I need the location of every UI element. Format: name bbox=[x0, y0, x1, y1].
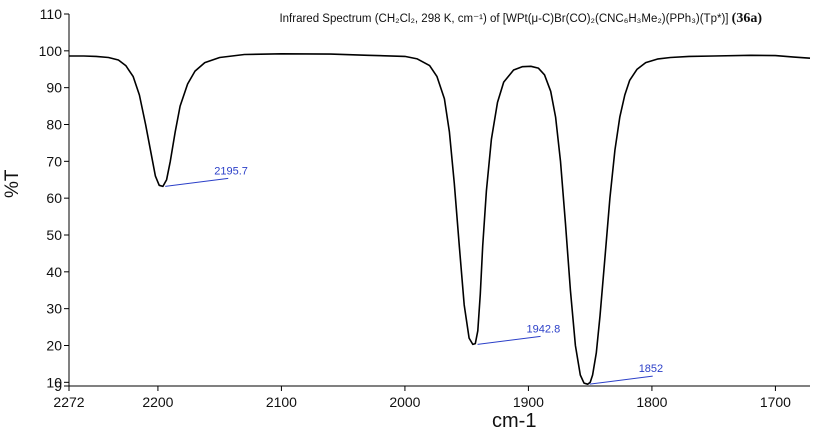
y-tick-label: 40 bbox=[46, 264, 62, 280]
y-tick-label: 9 bbox=[54, 378, 62, 394]
x-tick-label: 1800 bbox=[636, 394, 667, 410]
y-tick-label: 20 bbox=[46, 337, 62, 353]
x-axis-label: cm-1 bbox=[492, 410, 537, 432]
x-tick-label: 2200 bbox=[142, 394, 173, 410]
y-axis-label: %T bbox=[2, 169, 23, 199]
peak-leader-line bbox=[477, 335, 541, 345]
peak-leader-line bbox=[589, 375, 653, 385]
y-tick-label: 60 bbox=[46, 190, 62, 206]
peak-label: 1942.8 bbox=[527, 323, 561, 335]
y-tick-label: 30 bbox=[46, 301, 62, 317]
x-tick-label: 1700 bbox=[760, 394, 791, 410]
spectrum-line-0 bbox=[69, 52, 811, 386]
x-tick-label: 2100 bbox=[266, 394, 297, 410]
compound-label: (36a) bbox=[731, 11, 762, 26]
peak-label: 2195.7 bbox=[214, 165, 248, 177]
x-tick-label: 2272 bbox=[53, 394, 84, 410]
plot-area: 910 20 30 40 50 60 70 80 90 100 110 2272 2200 2100 200… bbox=[39, 6, 811, 410]
y-tick-label: 80 bbox=[46, 116, 62, 132]
peak-leader-line bbox=[165, 177, 229, 187]
x-tick-label: 2000 bbox=[389, 394, 420, 410]
chart-title: Infrared Spectrum (CH₂Cl₂, 298 K, cm⁻¹) … bbox=[0, 11, 814, 27]
y-tick-label: 10 bbox=[46, 374, 62, 390]
y-tick-label: 100 bbox=[39, 43, 63, 59]
y-tick-label: 50 bbox=[46, 227, 62, 243]
chart-title-text: Infrared Spectrum (CH₂Cl₂, 298 K, cm⁻¹) … bbox=[279, 13, 729, 25]
x-tick-label: 1900 bbox=[513, 394, 544, 410]
y-tick-label: 90 bbox=[46, 80, 62, 96]
y-tick-label: 110 bbox=[40, 6, 63, 22]
peak-label: 1852 bbox=[639, 363, 663, 375]
y-tick-label: 70 bbox=[46, 153, 62, 169]
